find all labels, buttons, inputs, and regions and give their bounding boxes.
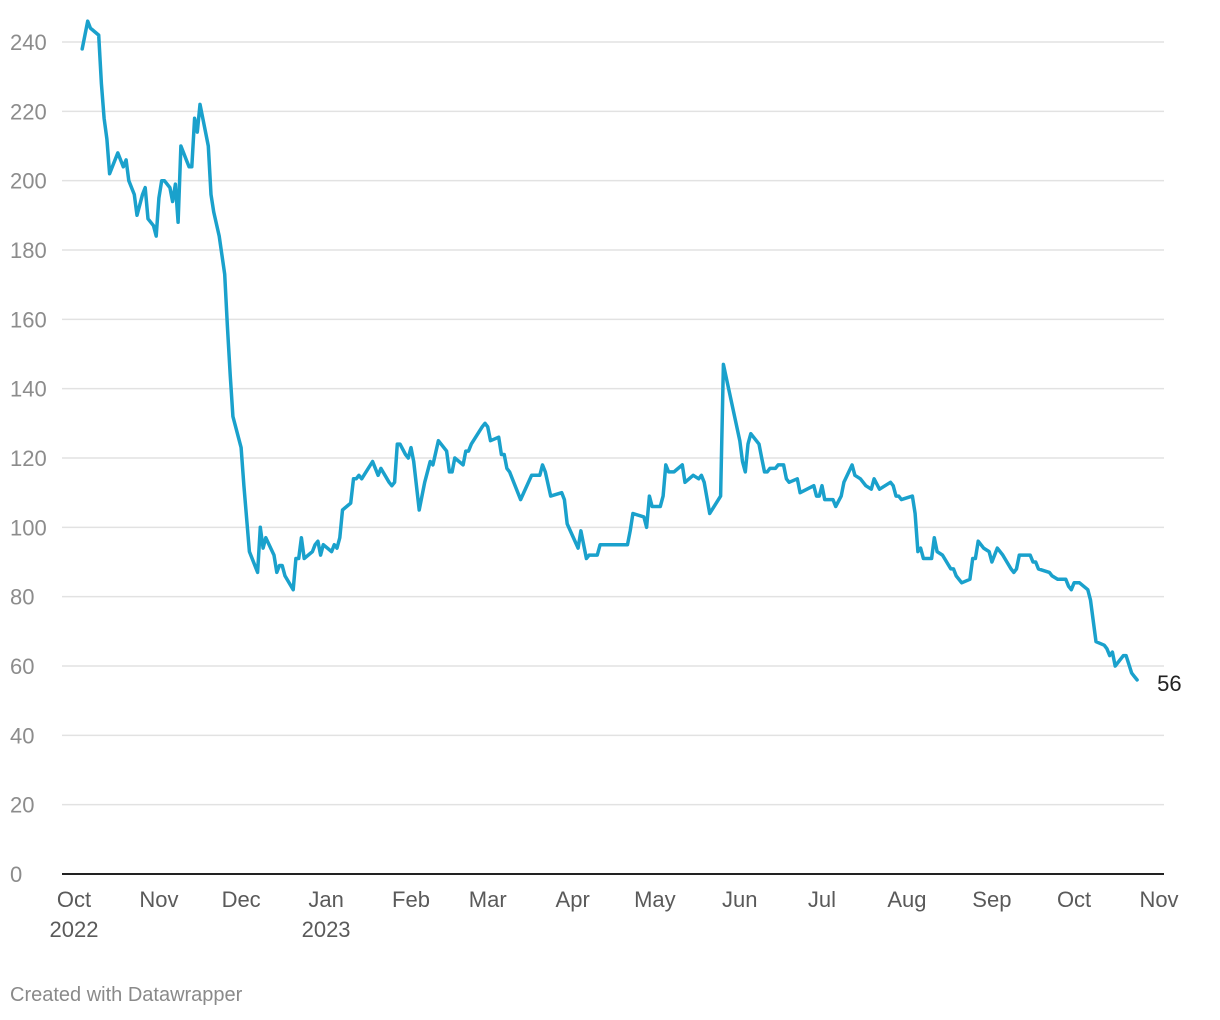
x-tick-label: Nov [1139, 887, 1178, 912]
x-tick-label: Oct [1057, 887, 1091, 912]
credit-text: Created with Datawrapper [10, 984, 243, 1006]
x-tick-label: Nov [139, 887, 178, 912]
y-tick-label: 140 [10, 377, 47, 402]
y-tick-label: 180 [10, 238, 47, 263]
end-value-label: 56 [1157, 671, 1181, 696]
series-line [80, 19, 1139, 682]
y-axis: 0 20 40 60 80 100 120 140 160 180 200 220 240 [10, 30, 47, 887]
x-tick-label: Jan [308, 887, 343, 912]
gridlines [62, 41, 1164, 806]
y-tick-label: 20 [10, 793, 34, 818]
x-tick-year-label: 2023 [302, 917, 351, 942]
y-tick-label: 120 [10, 446, 47, 471]
x-tick-label: Jun [722, 887, 757, 912]
x-tick-label: Jul [808, 887, 836, 912]
y-tick-label: 160 [10, 307, 47, 332]
x-tick-label: May [634, 887, 676, 912]
x-tick-label: Sep [972, 887, 1011, 912]
x-tick-label: Oct [57, 887, 91, 912]
y-tick-label: 80 [10, 585, 34, 610]
x-tick-label: Apr [556, 887, 590, 912]
y-tick-label: 40 [10, 723, 34, 748]
x-tick-label: Feb [392, 887, 430, 912]
x-tick-label: Mar [469, 887, 507, 912]
line-chart: 0 20 40 60 80 100 120 140 160 180 200 220 240 Oct 202… [10, 19, 1182, 942]
x-tick-label: Dec [222, 887, 261, 912]
x-tick-year-label: 2022 [50, 917, 99, 942]
y-tick-label: 240 [10, 30, 47, 55]
y-tick-label: 60 [10, 654, 34, 679]
y-tick-label: 200 [10, 169, 47, 194]
x-axis: Oct 2022 Nov Dec Jan 2023 Feb Mar Apr May Jun Jul Au… [50, 887, 1179, 942]
y-tick-label: 100 [10, 515, 47, 540]
y-tick-label: 0 [10, 862, 22, 887]
y-tick-label: 220 [10, 99, 47, 124]
x-tick-label: Aug [887, 887, 926, 912]
